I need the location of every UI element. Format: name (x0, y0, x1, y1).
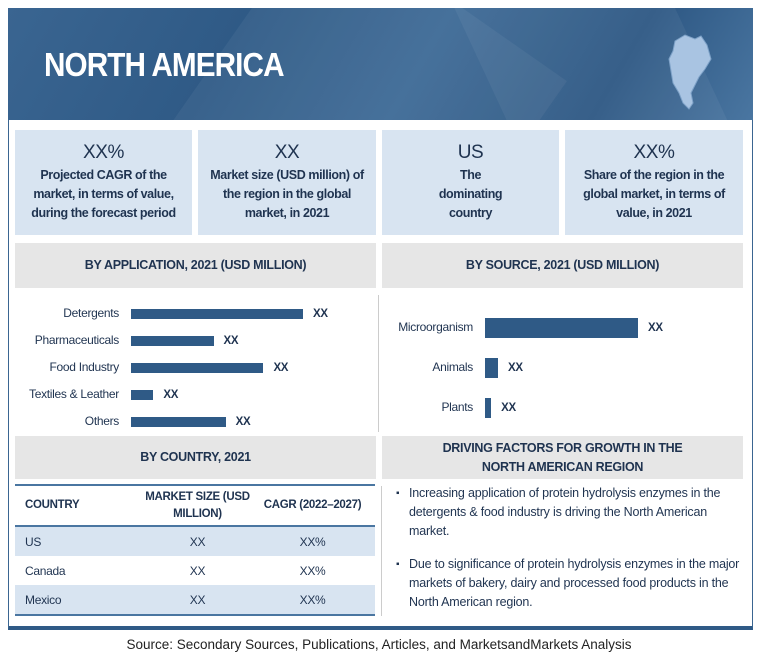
data-label: XX (313, 308, 328, 320)
table-header: COUNTRY MARKET SIZE (USD MILLION) CAGR (… (15, 486, 375, 527)
country-table: COUNTRY MARKET SIZE (USD MILLION) CAGR (… (15, 484, 375, 616)
kpi-value: XX (274, 142, 300, 163)
col-market-size: MARKET SIZE (USD MILLION) (145, 490, 250, 520)
kpi-value: XX% (82, 142, 125, 163)
category-label: Microorganism (398, 320, 473, 334)
application-chart: Detergents XX Pharmaceuticals XX Food Indust… (0, 295, 378, 435)
kpi-label: Projected CAGR of the market, in terms o… (31, 168, 176, 220)
category-label: Food Industry (49, 360, 120, 374)
source-note: Source: Secondary Sources, Publications,… (126, 637, 632, 652)
bar (131, 309, 303, 319)
bar (131, 390, 154, 400)
cell-country: Mexico (25, 592, 62, 607)
bar (131, 336, 214, 346)
data-label: XX (163, 389, 179, 401)
content-panel (8, 120, 753, 630)
kpi-label: Share of the region in the global market… (583, 168, 725, 220)
kpi-value: US (457, 142, 484, 163)
table-row: Mexico XX XX% (15, 585, 375, 614)
cell-cagr: XX% (299, 534, 326, 549)
bar (131, 417, 226, 427)
drivers-title: DRIVING FACTORS FOR GROWTH IN THE NORTH … (382, 436, 743, 479)
cell-cagr: XX% (299, 563, 326, 578)
country-title: BY COUNTRY, 2021 (15, 436, 376, 479)
kpi-value: XX% (633, 142, 675, 163)
col-cagr: CAGR (2022–2027) (263, 499, 362, 511)
page-title: NORTH AMERICA (44, 46, 285, 83)
cell-market-size: XX (189, 534, 206, 549)
cell-country: US (25, 534, 42, 549)
table-row: US XX XX% (15, 527, 375, 556)
cell-cagr: XX% (299, 592, 326, 607)
category-label: Plants (441, 400, 473, 414)
category-label: Detergents (63, 306, 119, 320)
data-label: XX (508, 362, 523, 374)
data-label: XX (235, 416, 251, 428)
col-country: COUNTRY (25, 499, 80, 511)
kpi-cagr: XX% Projected CAGR of the market, in term… (15, 130, 192, 235)
bar (485, 398, 492, 418)
bar (485, 318, 638, 338)
data-label: XX (648, 322, 663, 334)
bar (485, 358, 498, 378)
bar (131, 363, 264, 373)
divider (378, 295, 379, 432)
driver-bullet: Due to significance of protein hydrolysi… (396, 555, 746, 612)
application-chart-title: BY APPLICATION, 2021 (USD MILLION) (15, 243, 376, 288)
cell-country: Canada (25, 563, 66, 578)
kpi-market-size: XX Market size (USD million) of the regio… (198, 130, 376, 235)
kpi-label: Market size (USD million) of the region … (210, 168, 364, 220)
header-banner: NORTH AMERICA (8, 8, 753, 120)
cell-market-size: XX (189, 563, 206, 578)
kpi-label: The dominating country (438, 168, 503, 220)
category-label: Textiles & Leather (29, 387, 119, 401)
source-chart-title: BY SOURCE, 2021 (USD MILLION) (382, 243, 743, 288)
category-label: Animals (432, 360, 473, 374)
data-label: XX (273, 362, 289, 374)
divider (381, 486, 382, 616)
data-label: XX (223, 335, 239, 347)
category-label: Pharmaceuticals (34, 333, 120, 347)
source-chart: Microorganism XX Animals XX Plants XX (380, 295, 750, 435)
kpi-dominating-country: US The dominating country (382, 130, 559, 235)
category-label: Others (84, 414, 120, 428)
cell-market-size: XX (189, 592, 206, 607)
data-label: XX (501, 402, 516, 414)
table-row: Canada XX XX% (15, 556, 375, 585)
north-america-map-icon (668, 34, 712, 110)
kpi-share: XX% Share of the region in the global mar… (565, 130, 743, 235)
driver-bullet: Increasing application of protein hydrol… (396, 484, 746, 541)
